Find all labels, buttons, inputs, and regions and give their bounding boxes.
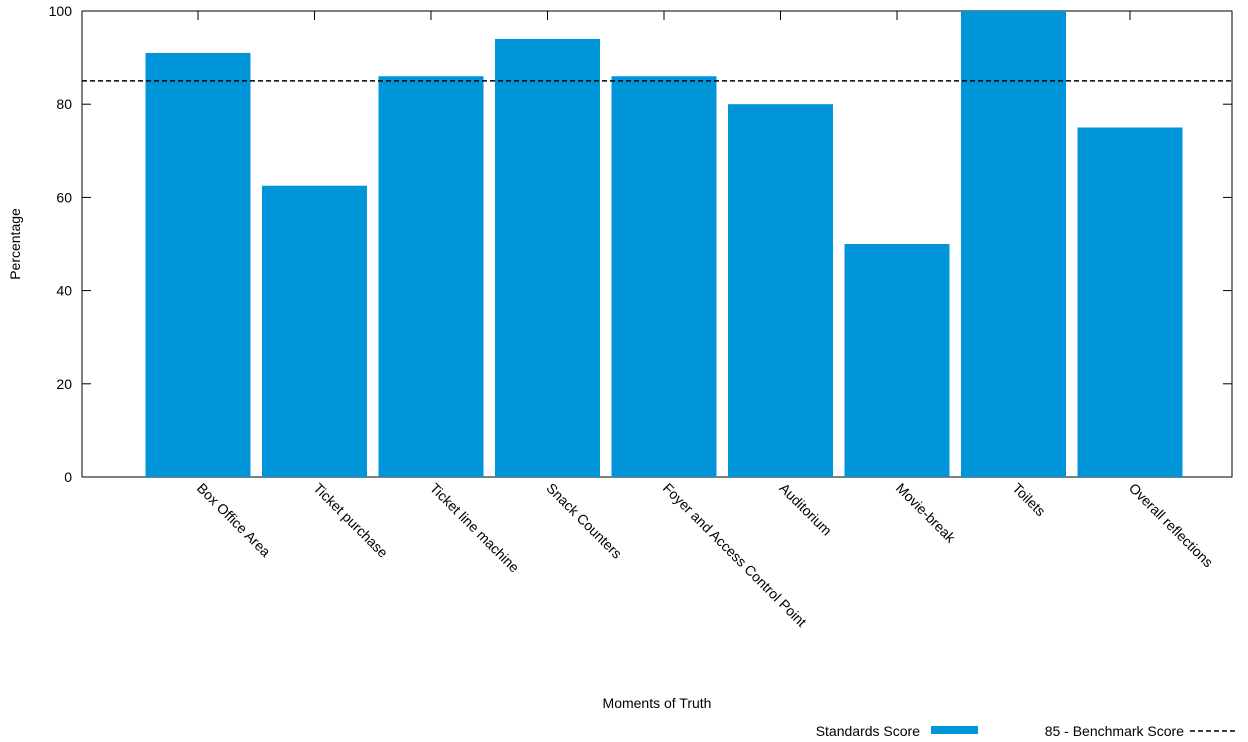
- y-axis-title: Percentage: [7, 208, 23, 280]
- category-label: Toilets: [1009, 480, 1048, 519]
- bar: [728, 104, 833, 477]
- y-tick-label: 80: [56, 96, 72, 112]
- category-label: Auditorium: [776, 480, 835, 539]
- legend-series-swatch: [931, 726, 978, 734]
- y-tick-label: 40: [56, 283, 72, 299]
- bar: [262, 185, 367, 477]
- bar: [378, 76, 484, 478]
- y-axis: 0 20 40 60 80 100: [49, 3, 1232, 485]
- y-tick-label: 20: [56, 376, 72, 392]
- y-tick-label: 0: [64, 469, 72, 485]
- bar: [844, 244, 950, 477]
- category-label: Box Office Area: [194, 480, 274, 560]
- category-label: Foyer and Access Control Point: [660, 480, 810, 630]
- legend-series-label: Standards Score: [816, 723, 920, 739]
- bar: [611, 76, 717, 478]
- category-label: Ticket line machine: [427, 480, 523, 576]
- category-label: Ticket purchase: [310, 480, 391, 561]
- bars-group: [145, 11, 1183, 478]
- legend-benchmark-label: 85 - Benchmark Score: [1045, 723, 1184, 739]
- category-label: Snack Counters: [543, 480, 625, 562]
- bar: [1077, 127, 1183, 477]
- y-tick-label: 60: [56, 189, 72, 205]
- bar: [495, 38, 600, 478]
- category-label: Movie-break: [893, 480, 959, 546]
- y-tick-label: 100: [49, 3, 73, 19]
- bar: [145, 52, 251, 477]
- category-label: Overall reflections: [1126, 480, 1217, 571]
- x-axis-title: Moments of Truth: [603, 695, 712, 711]
- bar: [961, 11, 1066, 477]
- legend: Standards Score 85 - Benchmark Score: [816, 723, 1238, 739]
- category-labels: Box Office Area Ticket purchase Ticket lin…: [194, 480, 1217, 630]
